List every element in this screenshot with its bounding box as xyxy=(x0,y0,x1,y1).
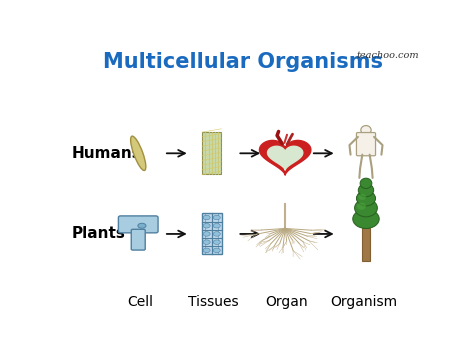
Ellipse shape xyxy=(213,215,220,220)
Ellipse shape xyxy=(358,194,366,200)
Text: Cell: Cell xyxy=(127,295,153,309)
Polygon shape xyxy=(267,146,303,170)
Ellipse shape xyxy=(358,184,374,197)
Ellipse shape xyxy=(213,248,220,253)
FancyBboxPatch shape xyxy=(118,216,158,233)
Text: Organ: Organ xyxy=(266,295,308,309)
FancyBboxPatch shape xyxy=(131,229,145,250)
Ellipse shape xyxy=(356,191,375,206)
Text: Plants: Plants xyxy=(72,226,126,241)
Ellipse shape xyxy=(353,209,379,229)
Ellipse shape xyxy=(203,248,210,253)
Text: Tissues: Tissues xyxy=(188,295,239,309)
FancyBboxPatch shape xyxy=(362,229,370,261)
Ellipse shape xyxy=(213,232,220,236)
FancyBboxPatch shape xyxy=(356,132,375,156)
Text: Organism: Organism xyxy=(330,295,398,309)
Text: teachoo.com: teachoo.com xyxy=(356,51,419,60)
Ellipse shape xyxy=(138,223,146,228)
Ellipse shape xyxy=(357,203,366,210)
Text: Humans: Humans xyxy=(72,146,142,161)
Text: Multicellular Organisms: Multicellular Organisms xyxy=(103,52,383,72)
Ellipse shape xyxy=(203,224,210,228)
Ellipse shape xyxy=(213,240,220,244)
Polygon shape xyxy=(259,141,311,175)
Ellipse shape xyxy=(213,224,220,228)
Ellipse shape xyxy=(131,136,146,170)
Ellipse shape xyxy=(203,215,210,220)
Ellipse shape xyxy=(203,232,210,236)
Ellipse shape xyxy=(203,240,210,244)
Ellipse shape xyxy=(361,126,371,135)
Ellipse shape xyxy=(355,199,377,217)
Ellipse shape xyxy=(360,178,372,189)
FancyBboxPatch shape xyxy=(201,213,222,255)
FancyBboxPatch shape xyxy=(202,132,221,175)
